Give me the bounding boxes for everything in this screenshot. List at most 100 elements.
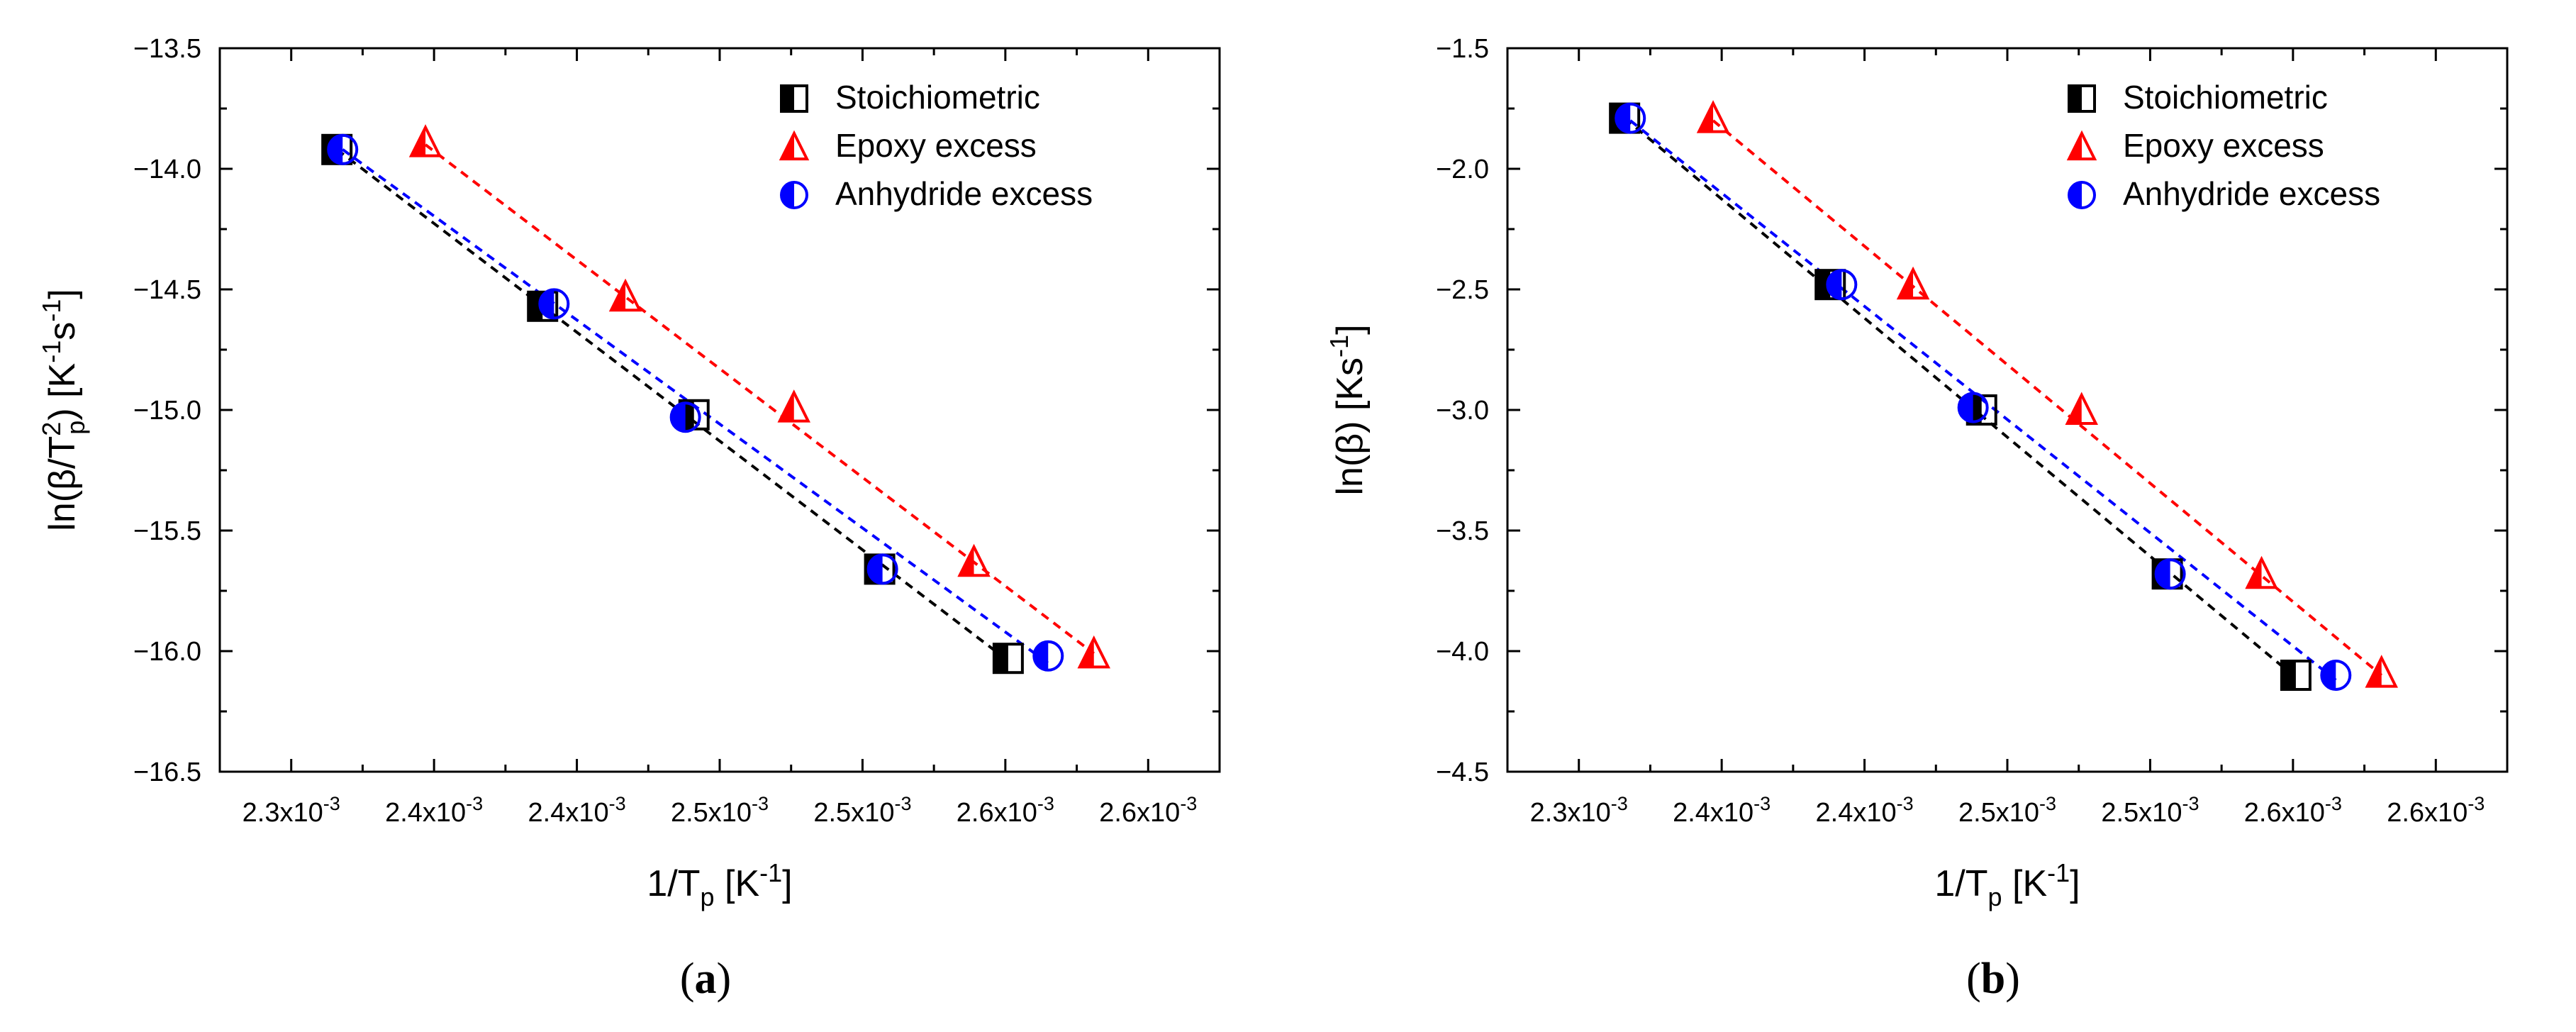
fit-line [424,143,1095,655]
data-point-marker-filled-half [1958,393,1973,422]
fit-line [1712,119,2383,677]
data-point [866,553,898,585]
data-point-marker-outline [992,643,1024,675]
x-tick-label-exp: -3 [1180,793,1197,814]
y-tick-label: −16.0 [133,637,201,667]
panel-label-close: ) [2005,955,2020,1003]
x-tick-label-base: 2.6x10 [957,798,1037,828]
x-tick-label: 2.6x10-3 [2387,793,2485,828]
x-tick-label-exp: -3 [2325,793,2342,814]
data-point-marker-outline [2320,660,2352,691]
data-point-marker-filled-half [1616,104,1631,133]
chart-panel-a: 2.3x10-3 2.4x10-3 2.4x10-3 2.5x10-3 2.5x10-3… [37,34,1221,1003]
legend-marker-outline [2068,181,2096,209]
panel-label-open: ( [680,955,695,1003]
data-point [408,124,442,157]
data-point-marker-outline [2365,655,2398,688]
x-axis-title-sub: p [701,882,715,911]
legend-item: Epoxy excess [779,127,1037,164]
fit-line [1629,119,2337,682]
data-point-marker-outline [327,133,359,165]
points-epoxy-excess [408,124,1110,669]
data-point-marker-outline [1896,266,1930,300]
x-tick-label: 2.6x10-3 [1099,793,1197,828]
x-tick-label-base: 2.4x10 [385,798,466,828]
x-tick-label-base: 2.6x10 [2387,798,2468,828]
x-tick-label-exp: -3 [2182,793,2199,814]
panel-label-letter: a [695,955,717,1003]
x-tick-label: 2.6x10-3 [2244,793,2342,828]
x-axis-title-unit: [K [715,863,760,904]
data-point [992,643,1024,675]
x-tick-label: 2.5x10-3 [813,793,911,828]
x-tick-label-base: 2.5x10 [671,798,752,828]
y-axis-title-end: ] [1329,324,1371,334]
data-point-marker-outline [1957,392,1989,423]
legend-marker-outline [780,181,808,209]
x-tick-label-exp: -3 [2039,793,2056,814]
x-tick-label-base: 2.4x10 [1673,798,1753,828]
plot-frame [218,47,1221,773]
data-point [538,288,570,320]
x-tick-label-base: 2.5x10 [1958,798,2039,828]
x-tick-label-base: 2.5x10 [2101,798,2182,828]
data-point-marker-outline [777,389,810,423]
legend-label: Stoichiometric [2123,79,2328,116]
data-point-marker-filled-half [1827,270,1842,299]
data-point-marker-outline [608,278,642,312]
x-tick-label-base: 2.5x10 [813,798,894,828]
y-axis-title-sub: p [61,421,90,435]
y-axis-title-main: ln(β/T [42,436,83,531]
y-axis-title-sup3: -1 [37,299,66,322]
x-tick-label: 2.5x10-3 [2101,793,2199,828]
x-tick-label-exp: -3 [323,793,340,814]
y-axis-title-sup2: -1 [37,340,66,363]
y-axis-title: ln(β/T2p) [K-1s-1] [37,289,90,531]
y-axis-title-main: ln(β) [Ks [1329,357,1371,496]
x-tick-label-base: 2.6x10 [2244,798,2325,828]
data-point-marker-outline [1826,269,1858,301]
x-tick-label-base: 2.3x10 [1530,798,1611,828]
x-tick-label-exp: -3 [1753,793,1771,814]
x-tick-label-base: 2.4x10 [1816,798,1897,828]
y-axis-title-sup: 2 [37,422,66,436]
data-point-marker-outline [866,553,898,585]
x-tick-label-exp: -3 [894,793,911,814]
data-point [669,401,701,433]
x-tick-label-exp: -3 [1037,793,1054,814]
data-point-marker-outline [2154,558,2186,590]
chart-b-svg: 2.3x10-3 2.4x10-3 2.4x10-3 2.5x10-3 2.5x10-3… [1325,34,2509,1003]
data-point-marker-outline [2065,392,2098,425]
series-anhydride-excess [1629,119,2337,682]
x-axis-title-unit-close: ] [2070,863,2080,904]
legend-label: Anhydride excess [835,175,1093,212]
panel-label-open: ( [1966,955,1981,1003]
x-tick-label: 2.6x10-3 [957,793,1054,828]
data-point-marker-outline [1077,635,1110,669]
y-tick-label: −15.5 [133,516,201,546]
data-point-marker-filled-half [540,289,554,318]
series-stoichiometric [1623,117,2297,679]
data-point-marker-filled-half [868,555,883,584]
data-point [2280,660,2312,691]
data-point [1696,100,1730,133]
legend-marker-outline [2066,130,2097,161]
points-anhydride-excess [327,133,1064,672]
legend-marker-outline [780,84,808,113]
data-point [1077,635,1110,669]
x-tick-label-exp: -3 [1611,793,1628,814]
data-point [327,133,359,165]
series-epoxy-excess [424,143,1095,655]
x-axis-title-main: 1/T [1934,863,1987,904]
data-point-marker-filled-half [528,292,543,321]
legend-item: Anhydride excess [780,175,1093,212]
x-axis-title-unit-sup: -1 [759,858,782,887]
panel-label: (b) [1966,955,2020,1003]
x-tick-label: 2.4x10-3 [1673,793,1771,828]
data-point-marker-outline [2245,555,2278,589]
data-point-marker-outline [1615,102,1646,134]
data-point [1814,269,1846,301]
y-axis-title: ln(β) [Ks-1] [1325,324,1371,495]
data-point [608,278,642,312]
legend-marker-outline [2068,84,2096,113]
